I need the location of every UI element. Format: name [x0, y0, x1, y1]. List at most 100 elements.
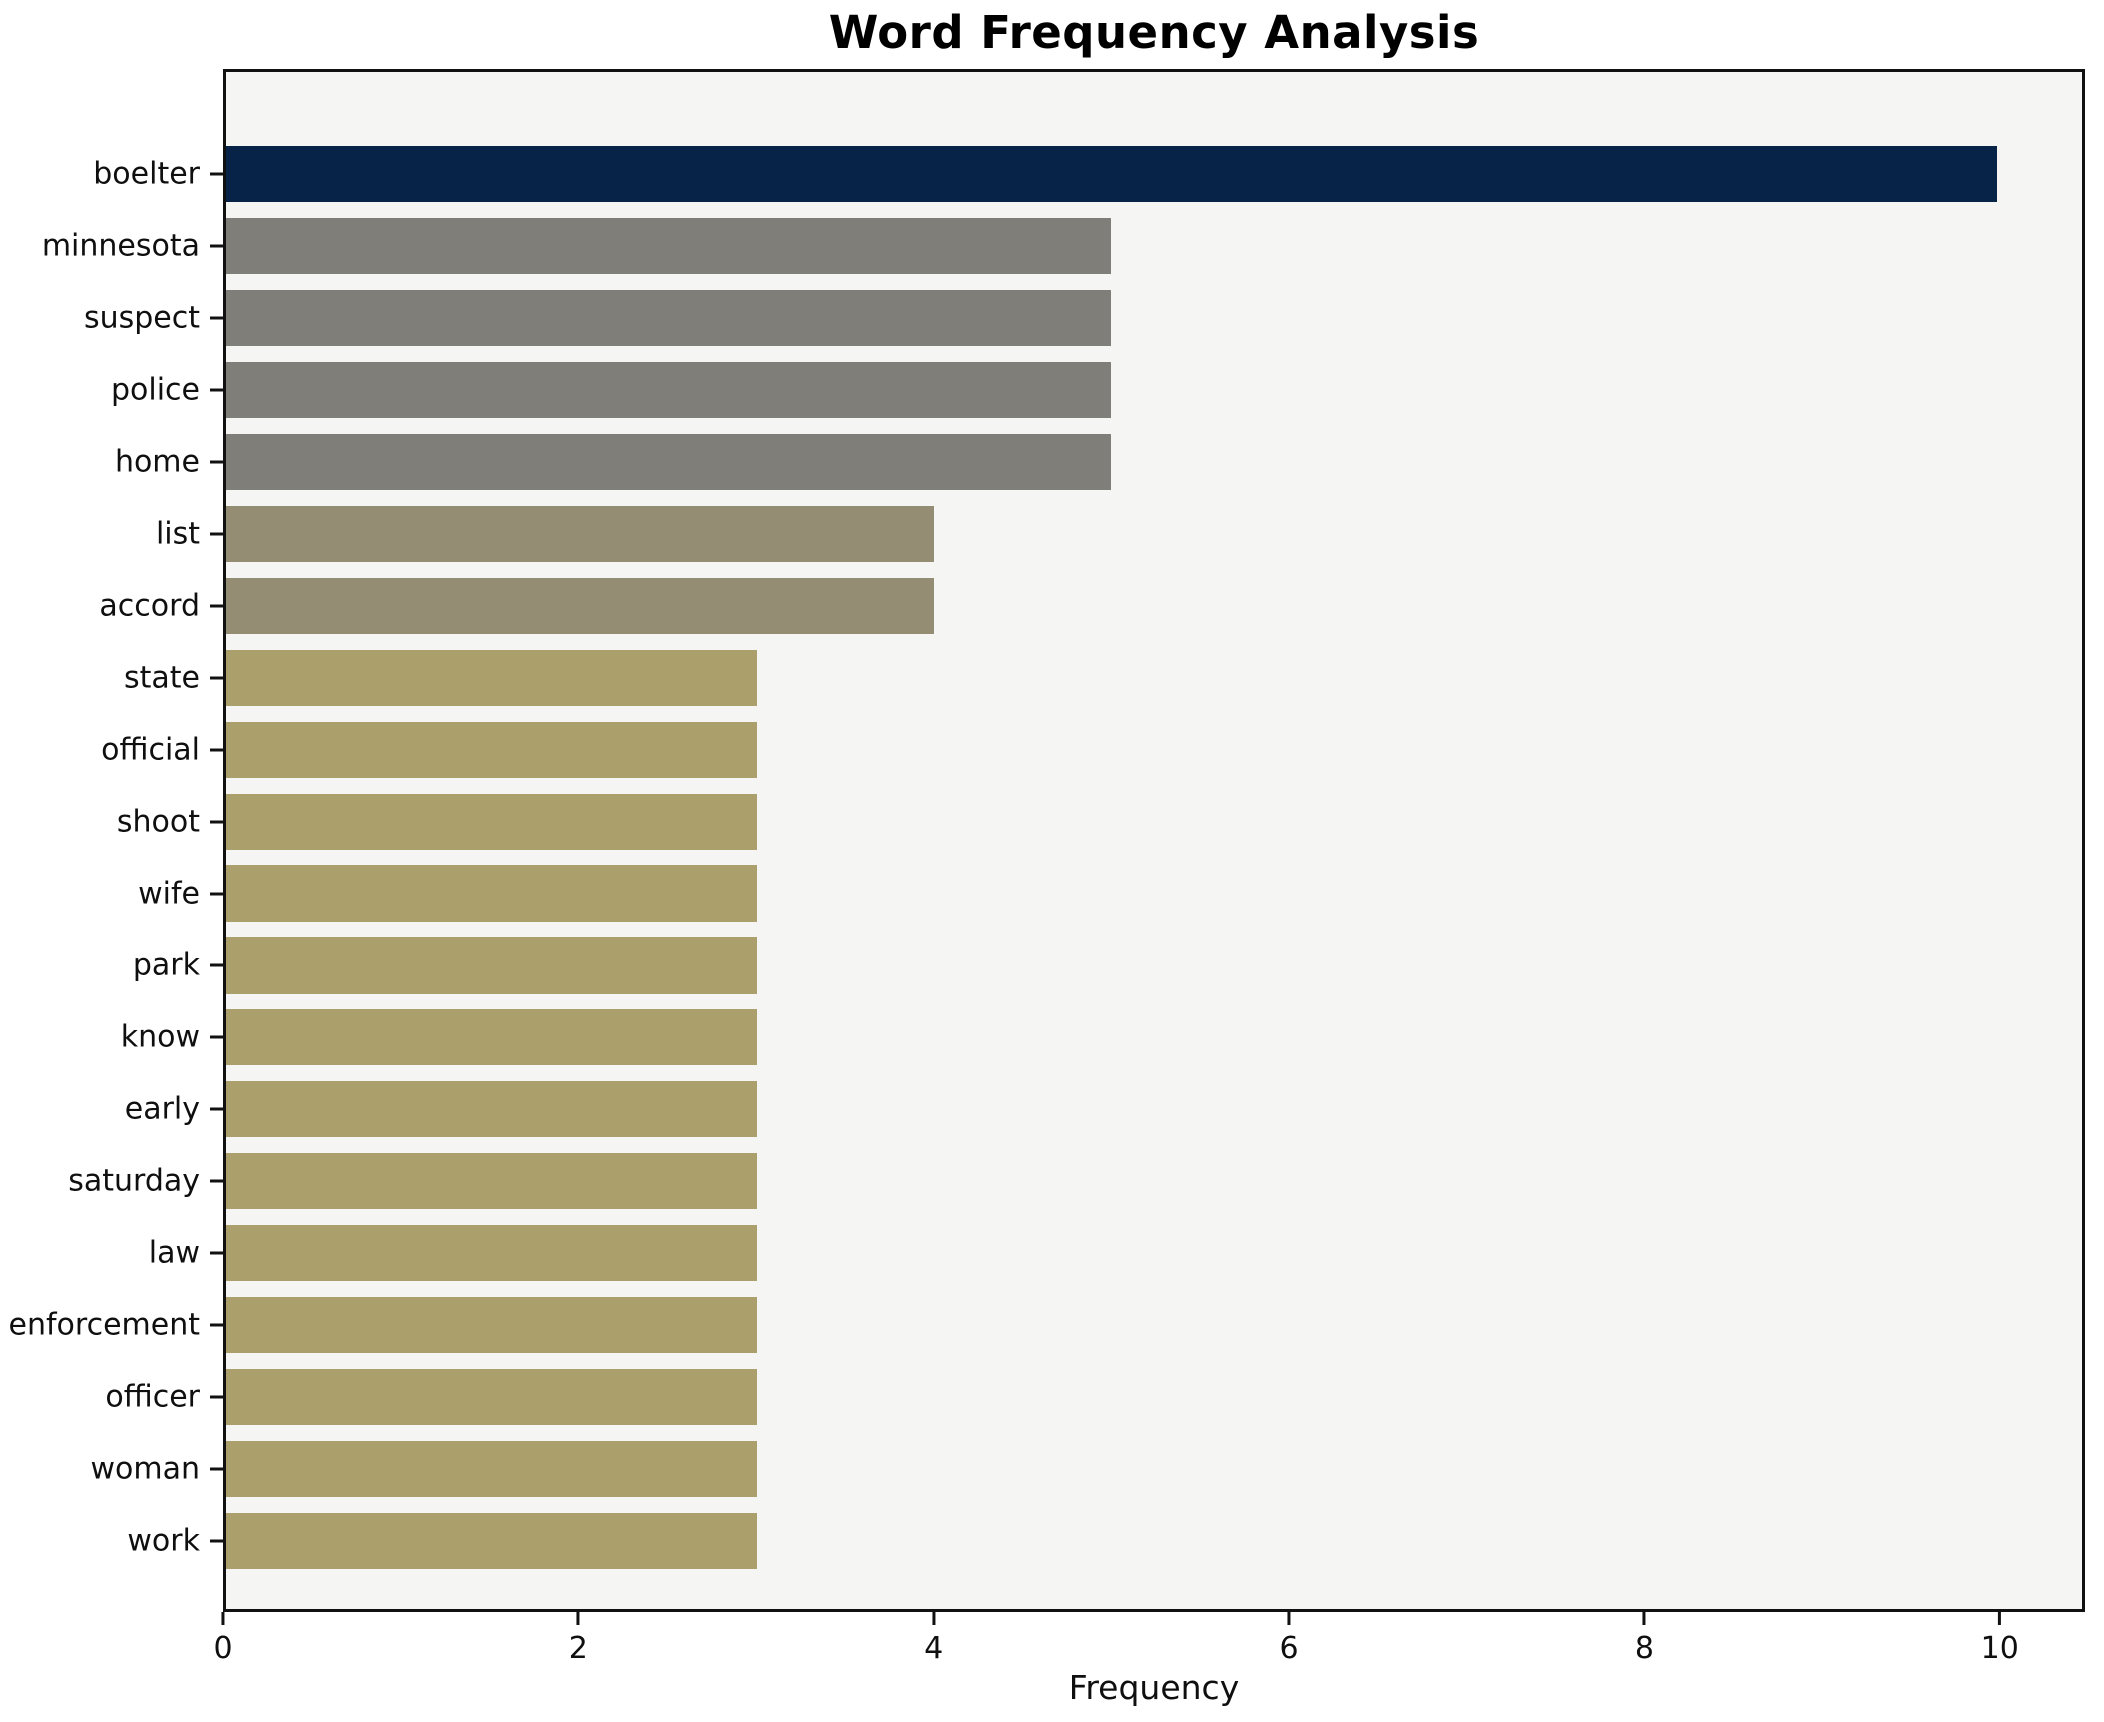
y-tick-mark	[210, 963, 223, 967]
y-axis-label: home	[114, 444, 200, 480]
bar	[226, 1225, 758, 1282]
bar-row: suspect	[84, 282, 2082, 354]
bar	[226, 793, 758, 850]
bar-row: officer	[105, 1361, 2082, 1433]
y-tick-mark	[210, 244, 223, 248]
x-tick-label: 4	[924, 1631, 944, 1666]
bar-row: know	[121, 1001, 2082, 1073]
bar	[226, 1369, 758, 1426]
y-tick-mark	[210, 172, 223, 176]
plot-area: boelter minnesota suspect police home list acc…	[9, 69, 2085, 1612]
bar	[226, 721, 758, 778]
y-axis-label: early	[124, 1091, 200, 1127]
bar-row: woman	[90, 1433, 2082, 1505]
y-axis-label: saturday	[68, 1163, 200, 1199]
y-axis-label: police	[110, 372, 200, 408]
y-tick-mark	[210, 1539, 223, 1543]
bar	[226, 217, 1112, 274]
x-tick-label: 10	[1980, 1631, 2019, 1666]
y-tick-mark	[210, 1179, 223, 1183]
bar	[226, 577, 935, 634]
y-tick-mark	[210, 460, 223, 464]
bar-row: boelter	[93, 138, 2082, 210]
bar-row: police	[111, 354, 2082, 426]
y-tick-mark	[210, 1395, 223, 1399]
x-tick-mark	[221, 1612, 225, 1625]
bar	[226, 1297, 758, 1354]
bar	[226, 505, 935, 562]
x-axis-label: Frequency	[1068, 1668, 1240, 1707]
bar	[226, 1513, 758, 1570]
y-tick-mark	[210, 1323, 223, 1327]
bars-container: boelter minnesota suspect police home list acc…	[9, 72, 2082, 1609]
bar-row: wife	[138, 858, 2082, 930]
bar	[226, 289, 1112, 346]
y-axis-label: know	[120, 1019, 200, 1055]
x-tick-label: 6	[1279, 1631, 1299, 1666]
bar-row: official	[101, 714, 2082, 786]
bar	[226, 1081, 758, 1138]
y-tick-mark	[210, 1035, 223, 1039]
x-tick-mark	[1287, 1612, 1291, 1625]
bar	[226, 433, 1112, 490]
y-axis-label: official	[101, 732, 200, 768]
bar-row: park	[133, 929, 2082, 1001]
y-tick-mark	[210, 1467, 223, 1471]
y-axis-label: park	[132, 947, 200, 983]
x-tick: 0	[213, 1612, 233, 1666]
y-tick-mark	[210, 820, 223, 824]
bar-row: shoot	[117, 786, 2082, 858]
y-axis-label: accord	[99, 588, 200, 624]
y-axis-label: enforcement	[8, 1307, 200, 1343]
bar	[226, 1441, 758, 1498]
y-axis-label: officer	[105, 1379, 200, 1415]
x-tick: 4	[924, 1612, 943, 1666]
x-tick: 8	[1635, 1612, 1654, 1666]
y-tick-mark	[210, 892, 223, 895]
bar	[226, 865, 758, 922]
x-tick-mark	[932, 1612, 936, 1625]
x-tick-label: 0	[213, 1631, 233, 1666]
y-axis-label: boelter	[93, 156, 200, 192]
bar	[226, 649, 758, 706]
x-axis-ticks: 0 2 4 6 8 10	[213, 1612, 2085, 1682]
bar-row: minnesota	[42, 210, 2082, 282]
chart-title: Word Frequency Analysis	[828, 6, 1480, 59]
y-tick-mark	[210, 676, 223, 680]
y-tick-mark	[210, 1107, 223, 1111]
y-axis-label: list	[155, 516, 200, 552]
y-tick-mark	[210, 532, 223, 536]
bar-row: enforcement	[9, 1289, 2082, 1361]
bar-row: home	[115, 426, 2082, 498]
x-tick-mark	[1642, 1612, 1646, 1625]
y-tick-mark	[210, 748, 223, 752]
y-tick-mark	[210, 1251, 223, 1255]
bar	[226, 145, 1997, 203]
x-tick-label: 2	[568, 1631, 588, 1666]
bar	[226, 1009, 758, 1066]
y-axis-label: work	[127, 1523, 200, 1559]
bar	[226, 1153, 758, 1210]
bar-row: law	[149, 1217, 2082, 1289]
bar-row: state	[124, 642, 2082, 714]
y-tick-mark	[210, 316, 223, 320]
y-tick-mark	[210, 388, 223, 392]
y-axis-label: suspect	[83, 300, 200, 336]
x-tick-mark	[1998, 1612, 2002, 1625]
bar-row: work	[127, 1505, 2082, 1577]
y-tick-mark	[210, 604, 223, 608]
bar-row: early	[125, 1073, 2082, 1145]
x-tick: 6	[1279, 1612, 1299, 1666]
y-axis-label: minnesota	[41, 228, 200, 264]
y-axis-label: wife	[138, 876, 200, 911]
x-tick: 2	[569, 1612, 588, 1666]
x-tick-mark	[576, 1612, 580, 1625]
y-axis-label: shoot	[116, 804, 200, 840]
y-axis-label: law	[148, 1235, 200, 1271]
bar-row: accord	[99, 570, 2082, 642]
bar	[226, 361, 1112, 418]
bar-row: list	[156, 498, 2082, 570]
bar	[226, 937, 758, 994]
y-axis-label: woman	[90, 1451, 200, 1487]
